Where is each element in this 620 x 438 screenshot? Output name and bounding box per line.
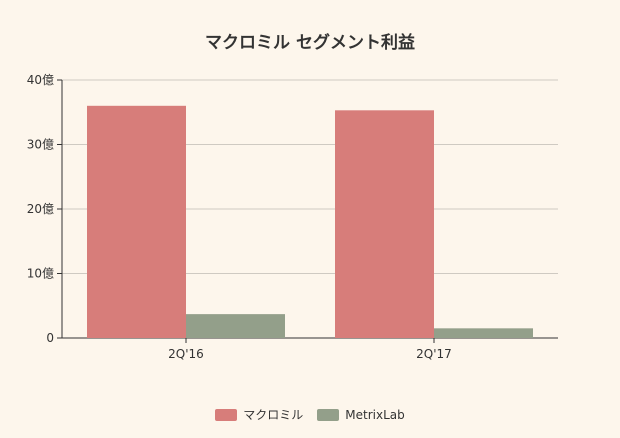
bar-metrixlab-1 bbox=[434, 328, 533, 338]
x-tick-label: 2Q'16 bbox=[168, 347, 204, 361]
x-tick-label: 2Q'17 bbox=[416, 347, 452, 361]
bar-macromill-1 bbox=[335, 110, 434, 338]
legend-label: マクロミル bbox=[243, 408, 304, 422]
legend-swatch bbox=[215, 408, 238, 421]
bar-metrixlab-0 bbox=[186, 314, 285, 338]
legend: マクロミル MetrixLab bbox=[0, 406, 620, 423]
legend-swatch bbox=[317, 408, 340, 421]
legend-item[interactable]: マクロミル bbox=[215, 406, 303, 423]
chart-title: マクロミル セグメント利益 bbox=[205, 33, 415, 53]
bar-macromill-0 bbox=[87, 105, 186, 338]
y-tick-label: 0 bbox=[46, 331, 54, 345]
y-tick-label: 20億 bbox=[27, 202, 54, 216]
legend-item[interactable]: MetrixLab bbox=[317, 406, 405, 423]
y-tick-label: 10億 bbox=[27, 267, 54, 281]
y-tick-label: 30億 bbox=[27, 138, 54, 152]
y-tick-label: 40億 bbox=[27, 73, 54, 87]
legend-label: MetrixLab bbox=[345, 407, 405, 422]
